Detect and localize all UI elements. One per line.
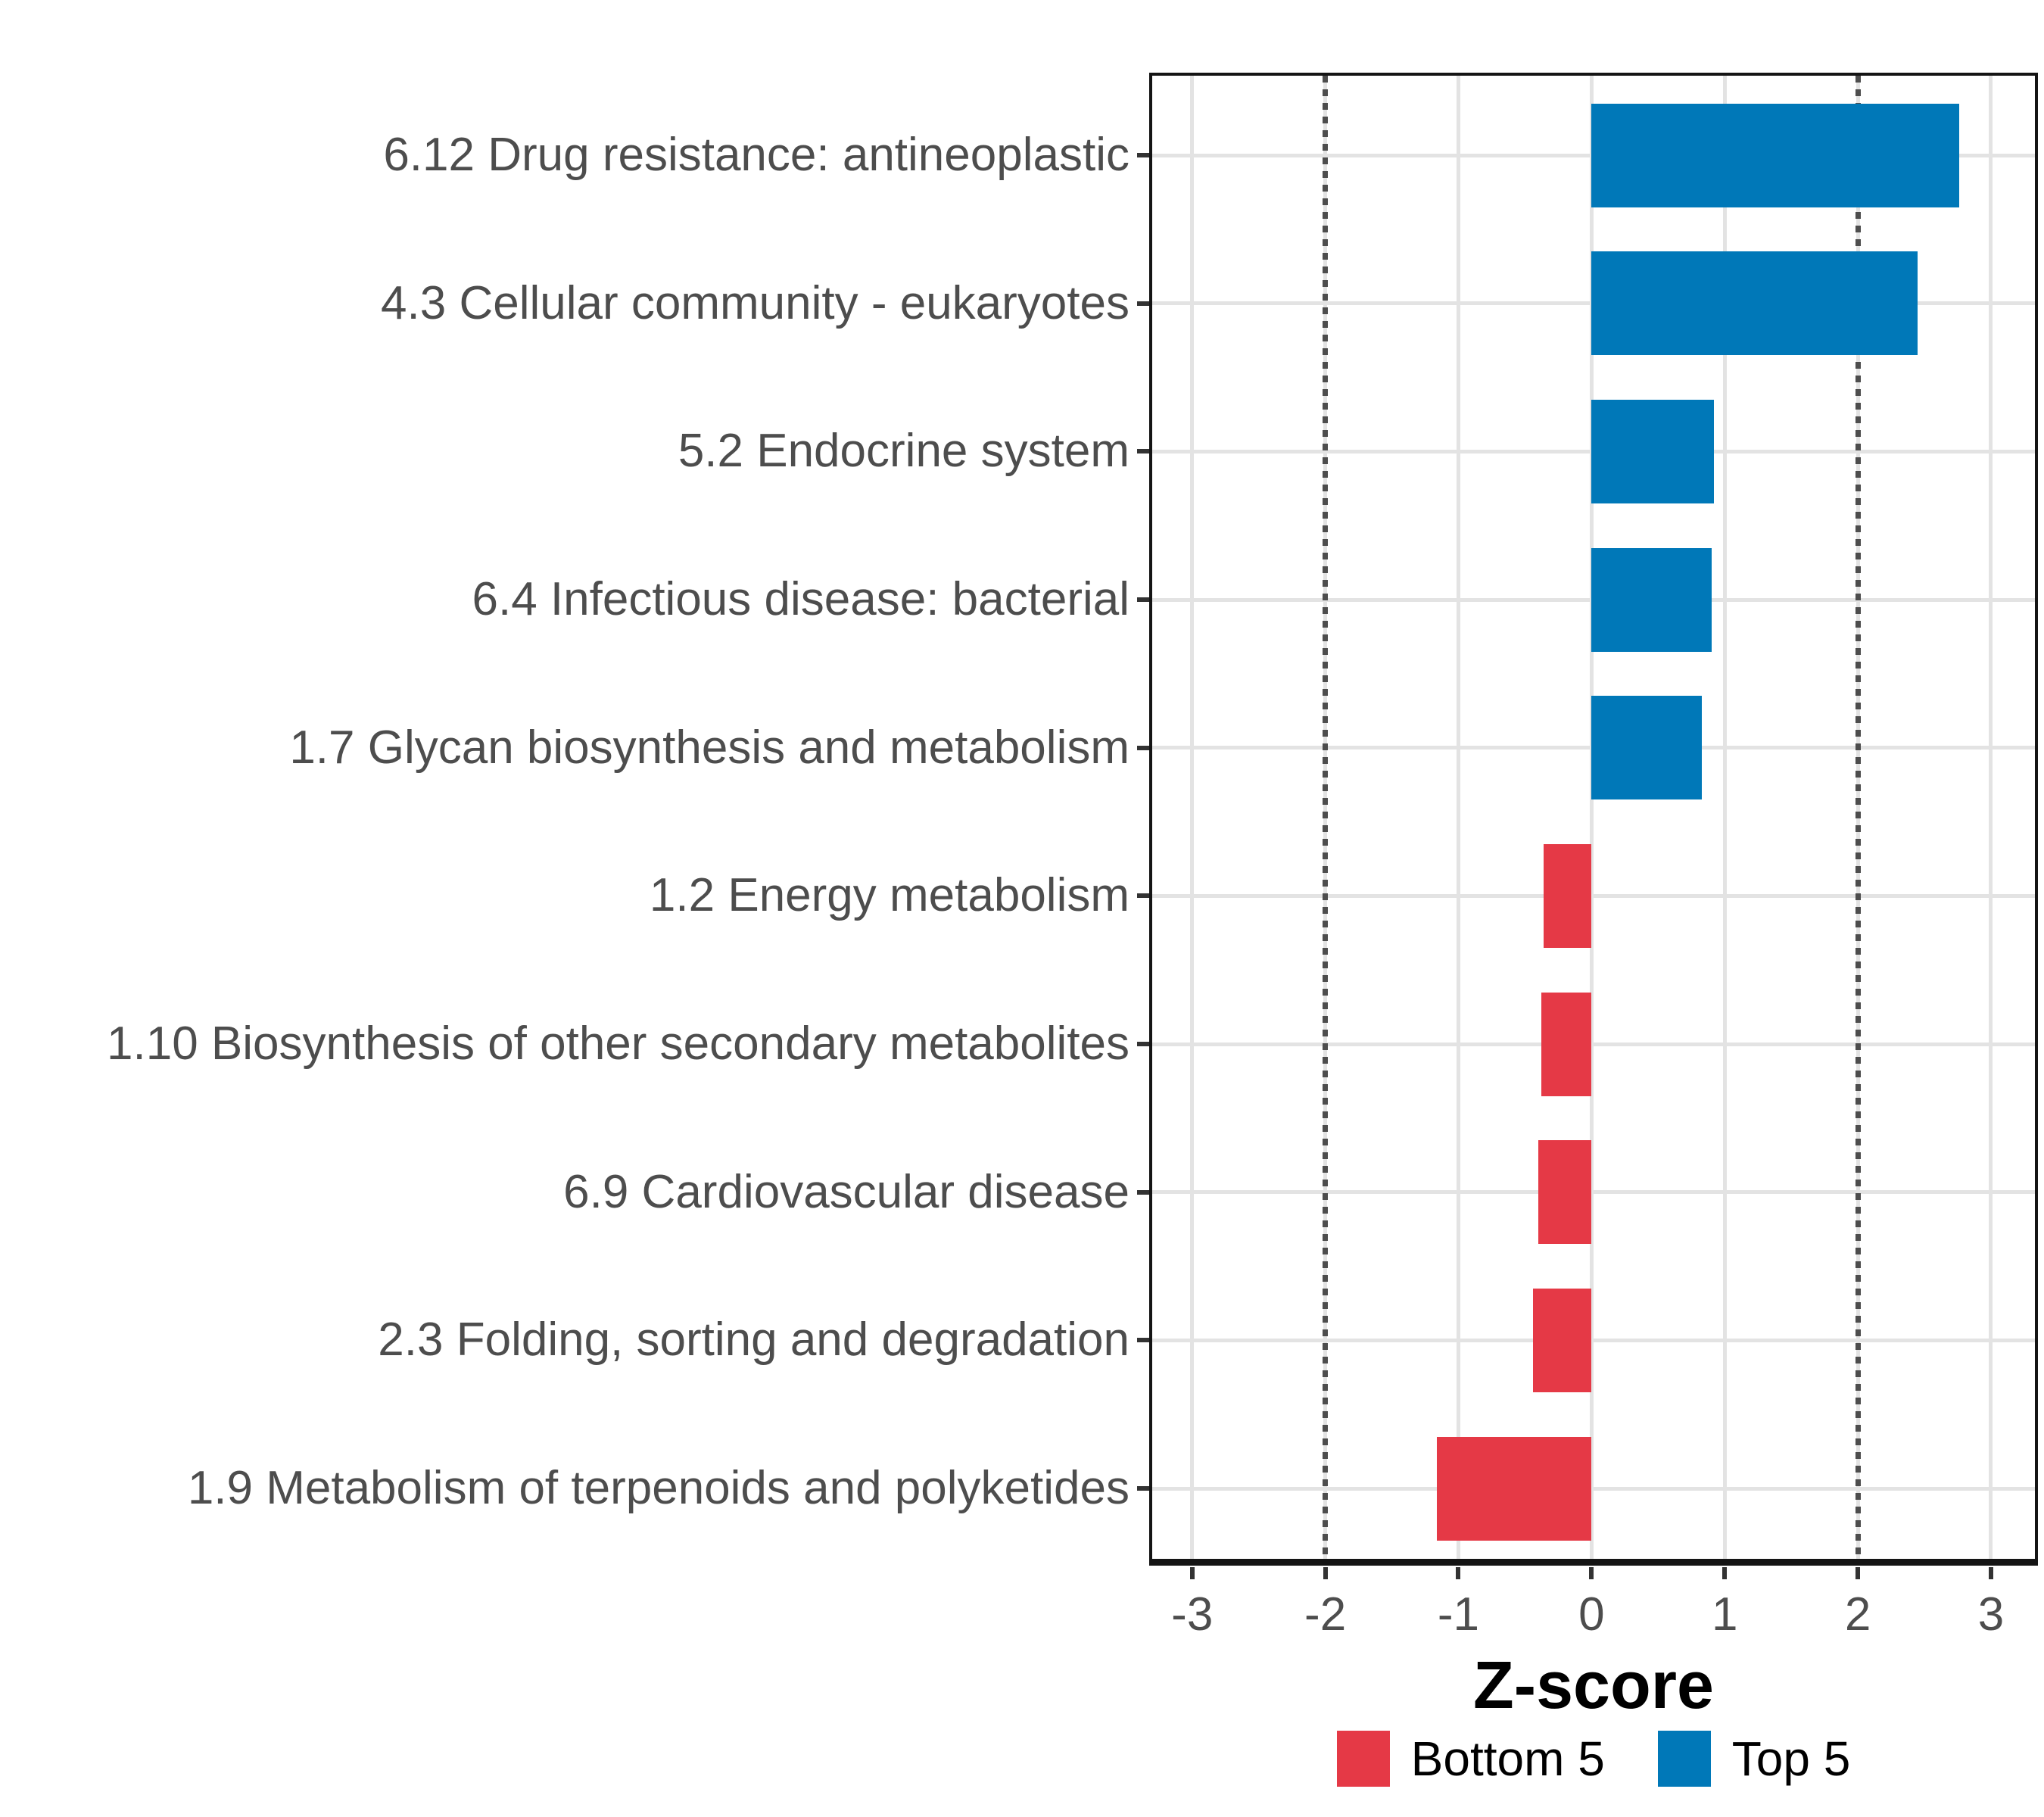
y-axis-label: 1.7 Glycan biosynthesis and metabolism: [289, 721, 1129, 774]
y-axis-label: 2.3 Folding, sorting and degradation: [378, 1314, 1129, 1367]
x-axis-title: Z-score: [1473, 1647, 1714, 1722]
x-axis-tick: [1722, 1567, 1728, 1579]
y-axis-label: 6.12 Drug resistance: antineoplastic: [383, 129, 1129, 181]
gridline-vertical: [1989, 76, 1993, 1563]
gridline-horizontal: [1152, 1486, 2035, 1491]
x-axis-tick: [1323, 1567, 1328, 1579]
gridline-vertical: [1190, 76, 1195, 1563]
bar: [1544, 843, 1592, 948]
gridline-horizontal: [1152, 1042, 2035, 1046]
x-axis-line: [1149, 1559, 2038, 1566]
bar: [1591, 251, 1918, 356]
bar: [1538, 1140, 1592, 1245]
x-axis-tick: [1456, 1567, 1461, 1579]
y-axis-tick: [1137, 745, 1149, 750]
gridline-vertical: [1456, 76, 1460, 1563]
x-axis-tick: [1855, 1567, 1861, 1579]
y-axis-tick: [1137, 597, 1149, 602]
y-axis-tick: [1137, 1189, 1149, 1195]
gridline-horizontal: [1152, 1338, 2035, 1342]
gridline-vertical: [1589, 76, 1594, 1563]
bar: [1591, 547, 1712, 652]
x-axis-tick-label: 3: [1977, 1588, 2005, 1641]
legend-label-top5: Top 5: [1731, 1731, 1851, 1786]
gridline-horizontal: [1152, 893, 2035, 898]
legend-item-bottom5: Bottom 5: [1336, 1731, 1605, 1787]
y-axis-label: 6.4 Infectious disease: bacterial: [472, 573, 1129, 625]
bar: [1532, 1288, 1592, 1392]
y-axis-label: 4.3 Cellular community - eukaryotes: [381, 276, 1129, 329]
gridline-vertical: [1722, 76, 1727, 1563]
y-axis-label: 1.10 Biosynthesis of other secondary met…: [107, 1018, 1129, 1070]
bar: [1437, 1436, 1592, 1541]
y-axis-label: 1.9 Metabolism of terpenoids and polyket…: [187, 1462, 1129, 1514]
legend-swatch-bottom5: [1336, 1731, 1390, 1787]
x-axis-tick-label: 2: [1844, 1588, 1871, 1641]
bar: [1591, 399, 1715, 503]
y-axis-tick: [1137, 893, 1149, 899]
y-axis-tick: [1137, 1042, 1149, 1046]
x-axis-tick-label: -2: [1304, 1588, 1347, 1641]
y-axis-label: 6.9 Cardiovascular disease: [563, 1165, 1129, 1218]
bar: [1591, 696, 1703, 800]
legend-swatch-top5: [1657, 1731, 1711, 1787]
x-axis-tick-label: 1: [1711, 1588, 1738, 1641]
bar: [1591, 103, 1959, 207]
y-axis-label: 5.2 Endocrine system: [678, 425, 1129, 478]
x-axis-tick: [1589, 1567, 1594, 1579]
y-axis-tick: [1137, 1486, 1149, 1491]
y-axis-label: 1.2 Energy metabolism: [649, 869, 1129, 922]
x-axis-tick: [1988, 1567, 1993, 1579]
x-axis-tick: [1189, 1567, 1195, 1579]
plot-panel: [1149, 73, 2038, 1566]
reference-line-dotted: [1855, 76, 1861, 1563]
y-axis-tick: [1137, 301, 1149, 306]
x-axis-tick-label: -3: [1171, 1588, 1214, 1641]
y-axis-tick: [1137, 153, 1149, 157]
x-axis-tick-label: -1: [1437, 1588, 1480, 1641]
legend: Bottom 5 Top 5: [1152, 1731, 2035, 1787]
reference-line-dotted: [1323, 76, 1329, 1563]
y-axis-tick: [1137, 449, 1149, 454]
bar: [1541, 992, 1592, 1096]
legend-label-bottom5: Bottom 5: [1410, 1731, 1605, 1786]
legend-item-top5: Top 5: [1657, 1731, 1851, 1787]
gridline-horizontal: [1152, 1190, 2035, 1195]
y-axis-tick: [1137, 1338, 1149, 1343]
x-axis-tick-label: 0: [1578, 1588, 1605, 1641]
